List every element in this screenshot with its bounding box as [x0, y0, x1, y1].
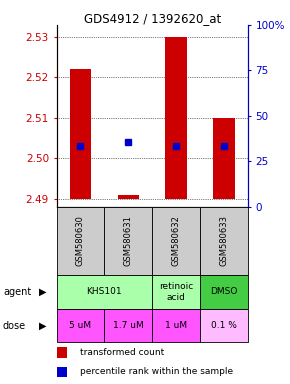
Text: KHS101: KHS101 [87, 287, 122, 296]
Text: 5 uM: 5 uM [69, 321, 92, 330]
Bar [117, 195, 139, 199]
Text: DMSO: DMSO [210, 287, 238, 296]
Text: 1 uM: 1 uM [165, 321, 187, 330]
Bar [200, 207, 248, 275]
Bar [70, 70, 91, 199]
Text: 1.7 uM: 1.7 uM [113, 321, 144, 330]
Text: GSM580632: GSM580632 [172, 215, 181, 266]
Bar [57, 275, 152, 309]
Text: percentile rank within the sample: percentile rank within the sample [80, 367, 234, 376]
Bar [104, 207, 152, 275]
Bar [152, 309, 200, 343]
Title: GDS4912 / 1392620_at: GDS4912 / 1392620_at [84, 12, 221, 25]
Bar [200, 275, 248, 309]
Bar [200, 309, 248, 343]
Bar [57, 309, 104, 343]
Bar [57, 367, 67, 377]
Text: GSM580633: GSM580633 [220, 215, 229, 266]
Bar [152, 207, 200, 275]
Text: agent: agent [3, 287, 31, 297]
Text: GSM580630: GSM580630 [76, 215, 85, 266]
Bar [152, 275, 200, 309]
Text: transformed count: transformed count [80, 348, 165, 357]
Bar [57, 347, 67, 358]
Text: 0.1 %: 0.1 % [211, 321, 237, 330]
Text: retinoic
acid: retinoic acid [159, 282, 193, 301]
Text: dose: dose [3, 321, 26, 331]
Bar [165, 37, 187, 199]
Bar [57, 207, 104, 275]
Text: ▶: ▶ [39, 287, 47, 297]
Bar [104, 309, 152, 343]
Text: ▶: ▶ [39, 321, 47, 331]
Text: GSM580631: GSM580631 [124, 215, 133, 266]
Bar [213, 118, 235, 199]
